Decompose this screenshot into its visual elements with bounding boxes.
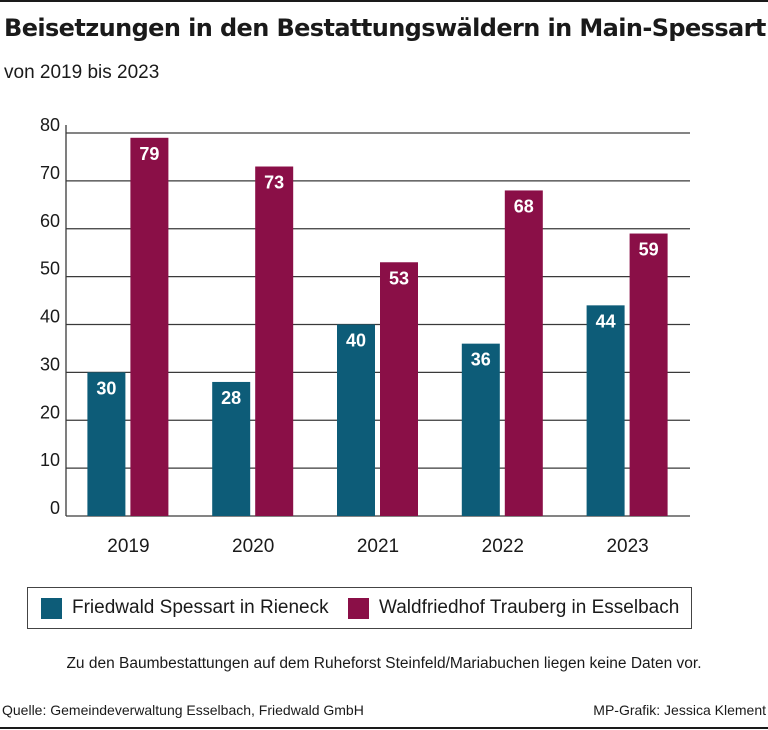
- legend: Friedwald Spessart in Rieneck Waldfriedh…: [27, 587, 692, 629]
- top-rule: [0, 0, 768, 2]
- y-tick-label-20: 20: [40, 402, 60, 422]
- x-tick-label-2019: 2019: [107, 536, 149, 557]
- data-label-waldfriedhof-2019: 79: [139, 144, 159, 164]
- data-label-waldfriedhof-2021: 53: [389, 268, 409, 288]
- x-tick-label-2022: 2022: [482, 536, 524, 557]
- y-tick-label-70: 70: [40, 163, 60, 183]
- x-tick-label-2020: 2020: [232, 536, 274, 557]
- y-tick-label-0: 0: [50, 498, 60, 518]
- data-label-friedwald-2023: 44: [596, 311, 616, 331]
- chart-title: Beisetzungen in den Bestattungswäldern i…: [4, 14, 766, 42]
- bar-friedwald-2022: [461, 343, 500, 516]
- x-tick-label-2021: 2021: [357, 536, 399, 557]
- chart-subtitle: von 2019 bis 2023: [4, 62, 160, 83]
- data-label-waldfriedhof-2023: 59: [639, 240, 659, 260]
- data-label-friedwald-2022: 36: [471, 350, 491, 370]
- x-tick-label-2023: 2023: [606, 536, 648, 557]
- source-credit: Quelle: Gemeindeverwaltung Esselbach, Fr…: [2, 702, 364, 718]
- data-label-friedwald-2021: 40: [346, 331, 366, 351]
- bar-chart: 0 10 20 30 40 50 60 70 80 30 79 2019 28 73 2020 40 53 202…: [40, 115, 690, 557]
- bottom-rule: [0, 727, 768, 729]
- data-label-friedwald-2020: 28: [221, 388, 241, 408]
- y-tick-label-10: 10: [40, 450, 60, 470]
- y-tick-label-40: 40: [40, 307, 60, 327]
- legend-label-friedwald: Friedwald Spessart in Rieneck: [72, 597, 329, 618]
- data-label-waldfriedhof-2020: 73: [264, 173, 284, 193]
- data-label-waldfriedhof-2022: 68: [514, 196, 534, 216]
- bar-waldfriedhof-2019: [130, 137, 169, 516]
- bar-waldfriedhof-2022: [504, 190, 543, 516]
- y-tick-label-80: 80: [40, 115, 60, 135]
- bar-friedwald-2023: [586, 305, 625, 516]
- legend-label-waldfriedhof: Waldfriedhof Trauberg in Esselbach: [379, 597, 680, 618]
- y-tick-label-60: 60: [40, 211, 60, 231]
- legend-swatch-waldfriedhof: [348, 598, 369, 619]
- graphic-credit: MP-Grafik: Jessica Klement: [593, 702, 766, 718]
- legend-swatch-friedwald: [41, 598, 62, 619]
- y-tick-label-50: 50: [40, 259, 60, 279]
- data-label-friedwald-2019: 30: [96, 378, 116, 398]
- y-tick-label-30: 30: [40, 354, 60, 374]
- bar-waldfriedhof-2021: [380, 262, 418, 516]
- bar-waldfriedhof-2020: [255, 166, 294, 516]
- bar-friedwald-2019: [87, 372, 126, 516]
- bar-friedwald-2020: [212, 381, 251, 516]
- bar-waldfriedhof-2023: [629, 233, 668, 516]
- bar-friedwald-2021: [337, 324, 375, 516]
- footnote: Zu den Baumbestattungen auf dem Ruhefors…: [66, 655, 702, 672]
